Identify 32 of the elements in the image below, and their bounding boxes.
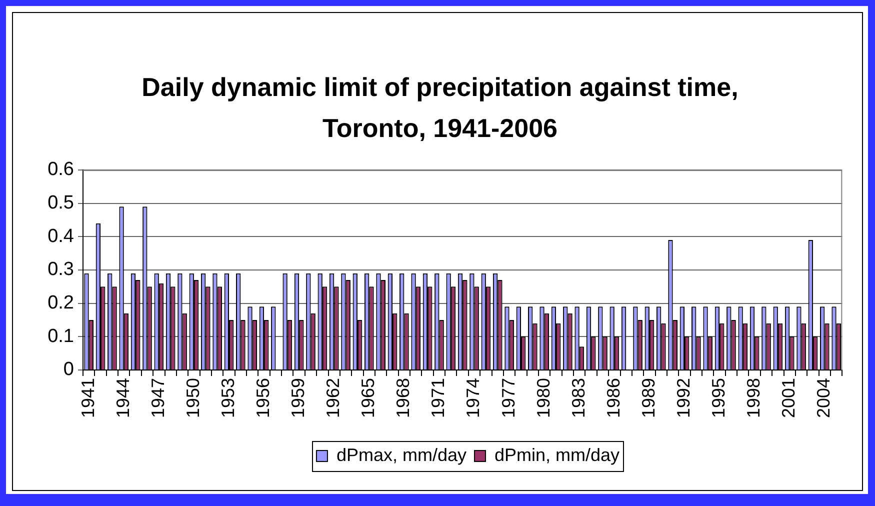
x-tick-label: 1977 <box>498 378 518 418</box>
y-tick-label: 0 <box>63 359 74 380</box>
legend-label: dPmin, mm/day <box>494 444 620 465</box>
y-tick-label: 0.6 <box>48 159 74 180</box>
x-tick-label: 1965 <box>358 378 378 418</box>
x-tick-label: 1962 <box>323 378 344 418</box>
x-tick-label: 1968 <box>393 378 414 418</box>
x-tick-label: 1998 <box>744 378 764 418</box>
x-tick-label: 1995 <box>708 378 729 418</box>
y-tick-label: 0.4 <box>48 226 74 247</box>
x-tick-label: 1992 <box>673 378 694 418</box>
y-tick-label: 0.2 <box>48 292 74 314</box>
x-tick-label: 1950 <box>182 378 203 418</box>
y-tick-label: 0.3 <box>48 259 74 280</box>
x-tick-label: 2004 <box>814 378 834 418</box>
x-tick-label: 1971 <box>428 378 448 418</box>
y-tick-label: 0.5 <box>48 192 74 214</box>
x-tick-label: 1947 <box>148 378 168 418</box>
legend-label: dPmax, mm/day <box>336 444 467 465</box>
y-tick-label: 0.1 <box>48 326 74 347</box>
x-tick-label: 2001 <box>778 378 799 418</box>
x-tick-label: 1980 <box>533 378 554 418</box>
x-tick-label: 1959 <box>288 378 308 418</box>
chart-title: Daily dynamic limit of precipitation against time, Toronto, 1941-2006 <box>140 71 740 145</box>
x-tick-label: 1989 <box>638 378 658 418</box>
x-tick-label: 1986 <box>603 378 624 418</box>
x-tick-label: 1983 <box>568 378 588 418</box>
x-tick-label: 1953 <box>218 378 238 418</box>
x-tick-label: 1941 <box>78 378 98 418</box>
x-tick-label: 1974 <box>463 378 484 418</box>
x-tick-label: 1944 <box>112 378 133 418</box>
x-tick-label: 1956 <box>253 378 274 418</box>
